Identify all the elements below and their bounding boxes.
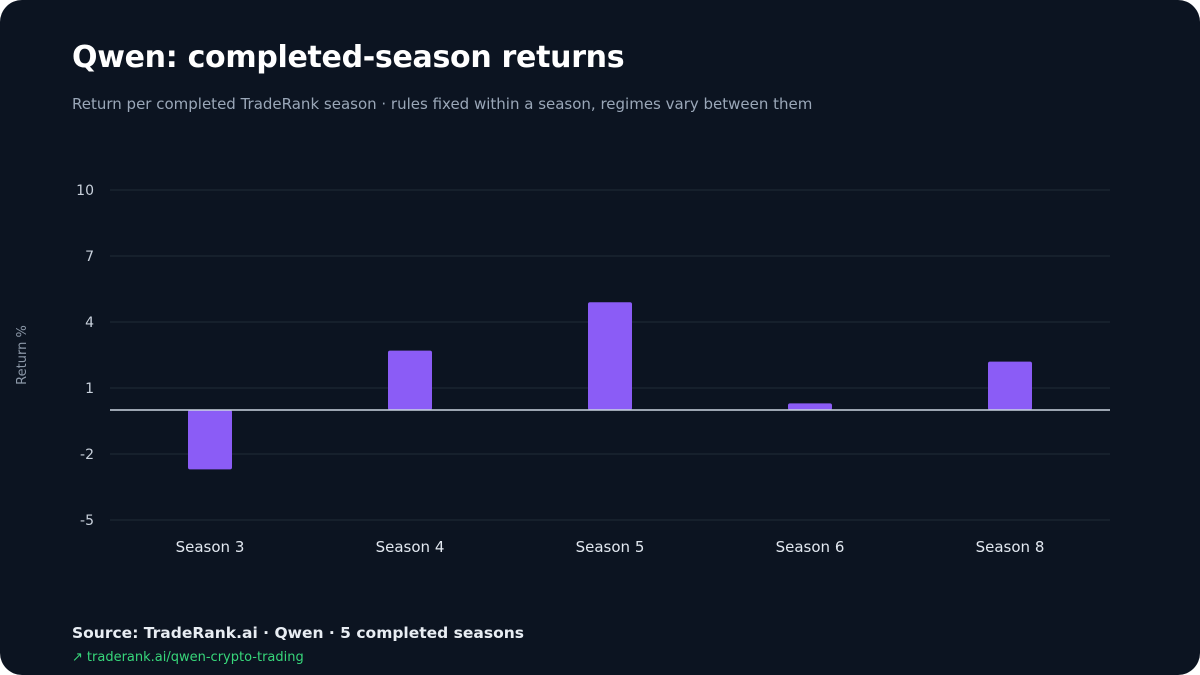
y-tick-label: 4 (85, 315, 94, 331)
chart-title: Qwen: completed-season returns (72, 40, 625, 75)
grid-lines (110, 189, 1110, 521)
x-tick-labels: Season 3 Season 4 Season 5 Season 6 Season 8 (176, 538, 1045, 556)
x-tick-label: Season 8 (976, 538, 1045, 556)
source-link[interactable]: ↗ traderank.ai/qwen-crypto-trading (72, 650, 304, 665)
source-link-text: traderank.ai/qwen-crypto-trading (86, 650, 304, 665)
y-tick-label: -5 (80, 513, 94, 529)
source-note: Source: TradeRank.ai · Qwen · 5 complete… (72, 624, 525, 642)
y-tick-label: -2 (80, 447, 94, 463)
y-tick-label: 1 (85, 381, 94, 397)
arrow-up-right-icon: ↗ (72, 650, 83, 665)
y-axis-label: Return % (15, 325, 30, 385)
x-tick-label: Season 5 (576, 538, 645, 556)
bar-season-6 (788, 403, 832, 410)
bar-season-3 (188, 410, 232, 470)
chart-subtitle: Return per completed TradeRank season · … (72, 95, 813, 113)
x-tick-label: Season 6 (776, 538, 845, 556)
x-tick-label: Season 3 (176, 538, 245, 556)
x-tick-label: Season 4 (376, 538, 445, 556)
bar-season-4 (388, 350, 432, 410)
bar-season-5 (588, 302, 632, 410)
bars (188, 302, 1032, 470)
y-tick-labels: 10 7 4 1 -2 -5 (76, 183, 94, 529)
bar-season-8 (988, 361, 1032, 410)
y-tick-label: 7 (85, 249, 94, 265)
y-tick-label: 10 (76, 183, 94, 199)
